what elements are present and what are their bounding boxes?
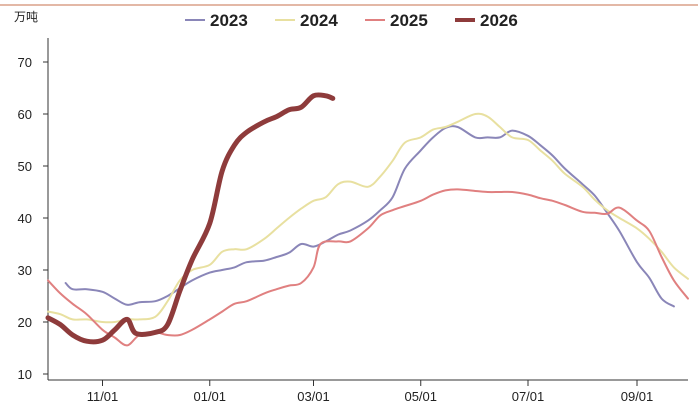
- series-line-2024: [47, 112, 689, 324]
- x-axis-ticks: 11/01 01/01 03/01 05/01 07/01 09/01: [87, 380, 654, 404]
- series-line-2023: [64, 125, 675, 308]
- legend-label-2023: 2023: [210, 11, 248, 30]
- y-tick-label: 50: [18, 159, 32, 174]
- y-axis-ticks: 10 20 30 40 50 60 70: [18, 55, 48, 382]
- x-tick-label: 11/01: [87, 389, 119, 404]
- legend-label-2026: 2026: [480, 11, 518, 30]
- x-tick-label: 01/01: [193, 389, 226, 404]
- legend: 2023 2024 2025 2026: [185, 11, 518, 30]
- y-tick-label: 20: [18, 315, 32, 330]
- series-line-2025: [47, 188, 689, 347]
- x-tick-label: 07/01: [512, 389, 545, 404]
- legend-label-2024: 2024: [300, 11, 338, 30]
- y-tick-label: 10: [18, 367, 32, 382]
- x-tick-label: 05/01: [404, 389, 437, 404]
- y-tick-label: 70: [18, 55, 32, 70]
- y-tick-label: 40: [18, 211, 32, 226]
- y-axis-unit-label: 万吨: [14, 10, 38, 24]
- y-tick-label: 30: [18, 263, 32, 278]
- x-tick-label: 09/01: [621, 389, 654, 404]
- y-tick-label: 60: [18, 107, 32, 122]
- series-lines: [45, 92, 689, 347]
- series-line-2026: [45, 92, 336, 345]
- x-tick-label: 03/01: [297, 389, 330, 404]
- legend-label-2025: 2025: [390, 11, 428, 30]
